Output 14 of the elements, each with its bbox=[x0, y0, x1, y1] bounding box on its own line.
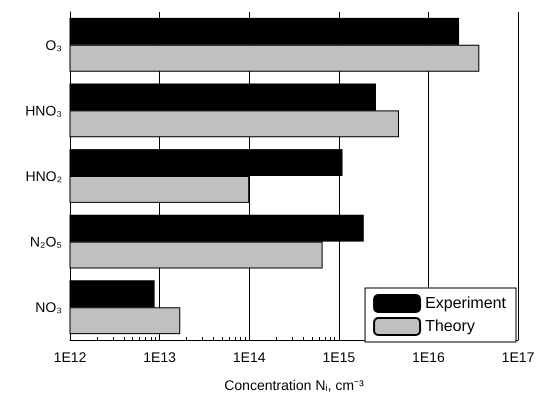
x-tick-label: 1E14 bbox=[232, 349, 266, 365]
x-tick-label: 1E16 bbox=[412, 349, 445, 365]
x-tick-label: 1E15 bbox=[322, 349, 356, 365]
y-tick-label: HNO₃ bbox=[25, 102, 62, 118]
y-tick-label: O₃ bbox=[45, 36, 62, 53]
legend-label: Theory bbox=[425, 318, 475, 335]
legend-label: Experiment bbox=[425, 295, 507, 312]
y-tick-label: HNO₂ bbox=[25, 168, 62, 184]
y-tick-label: N₂O₅ bbox=[30, 234, 62, 250]
y-tick-label: NO₃ bbox=[35, 299, 62, 316]
x-tick-label: 1E17 bbox=[502, 349, 535, 365]
x-tick-label: 1E12 bbox=[54, 349, 87, 365]
x-axis-title: Concentration Nᵢ, cm⁻³ bbox=[224, 377, 364, 393]
x-tick-label: 1E13 bbox=[143, 349, 176, 365]
